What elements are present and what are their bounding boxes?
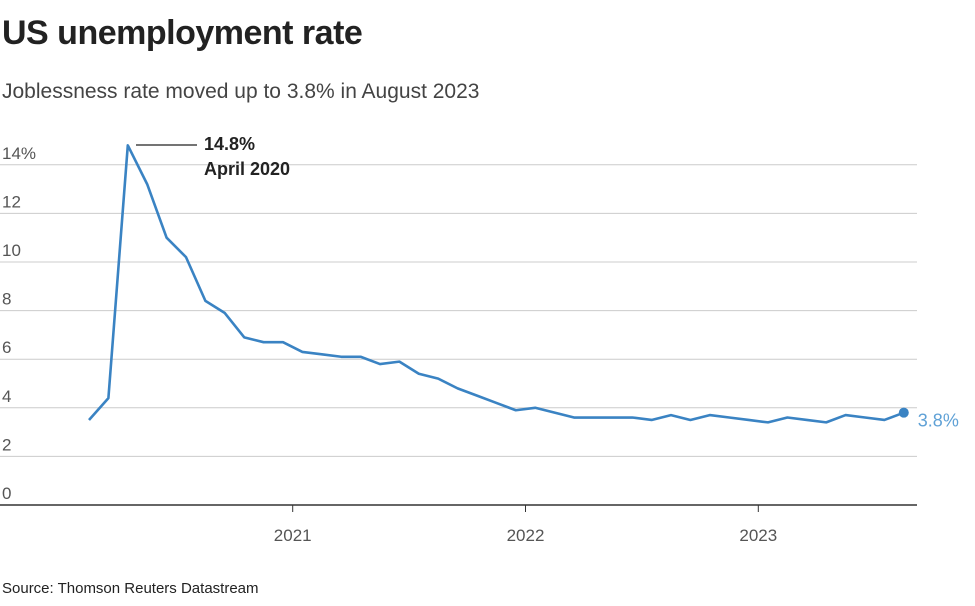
chart-subtitle: Joblessness rate moved up to 3.8% in Aug… xyxy=(2,80,480,103)
x-tick-label: 2023 xyxy=(739,526,777,545)
y-tick-label: 10 xyxy=(2,241,21,260)
x-tick-label: 2021 xyxy=(274,526,312,545)
peak-date-label: April 2020 xyxy=(204,159,290,179)
end-point-marker xyxy=(898,407,909,418)
y-tick-label: 0 xyxy=(2,484,11,503)
y-tick-label: 14% xyxy=(2,144,36,163)
y-tick-label: 2 xyxy=(2,435,11,454)
end-value-label: 3.8% xyxy=(918,411,959,431)
y-tick-label: 4 xyxy=(2,387,11,406)
y-tick-label: 12 xyxy=(2,192,21,211)
y-tick-label: 8 xyxy=(2,290,11,309)
source-note: Source: Thomson Reuters Datastream xyxy=(2,580,259,597)
y-tick-label: 6 xyxy=(2,338,11,357)
chart-title: US unemployment rate xyxy=(2,14,363,52)
unemployment-line xyxy=(88,144,905,424)
x-tick-label: 2022 xyxy=(507,526,545,545)
peak-value-label: 14.8% xyxy=(204,134,255,154)
